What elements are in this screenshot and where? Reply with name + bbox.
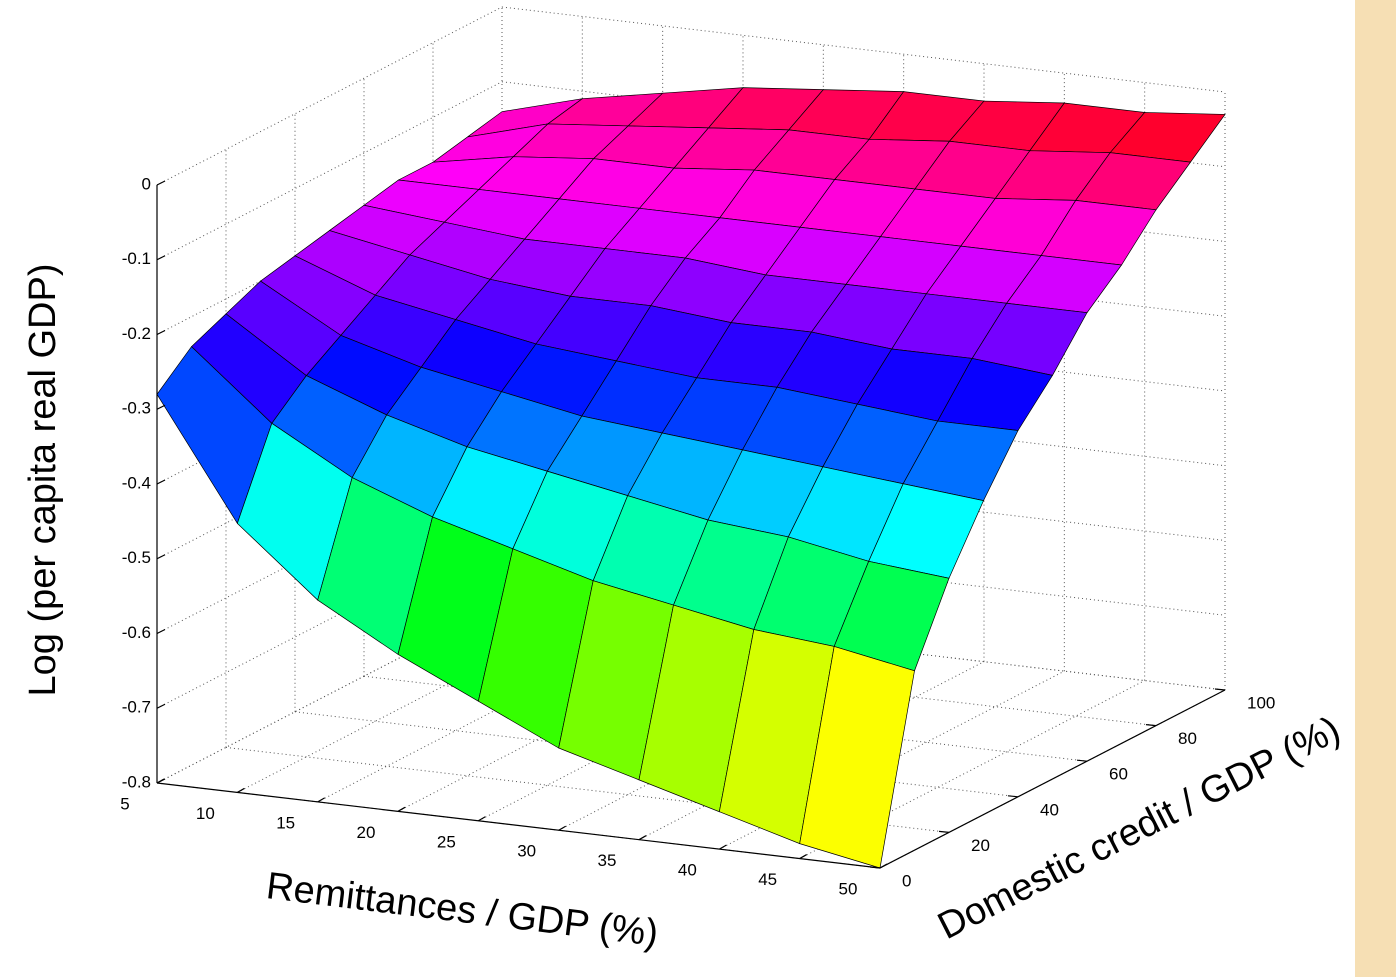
grid-line [156,6,503,186]
z-tick-label: -0.1 [122,249,151,268]
grid-line [317,623,663,803]
y-tick-label: 20 [971,836,990,855]
grid-line [156,604,503,784]
y-tick-label: 80 [1178,729,1197,748]
x-tick [719,844,727,850]
x-tick [879,863,888,869]
y-tick [1214,688,1226,691]
x-tick-label: 5 [120,794,129,813]
x-tick-label: 15 [276,813,295,832]
x-tick [237,787,245,793]
y-tick-label: 100 [1247,693,1275,712]
x-tick-label: 20 [357,823,376,842]
x-tick-label: 30 [517,842,536,861]
y-tick-label: 0 [902,871,911,890]
z-tick [156,628,166,635]
z-tick [156,180,166,186]
z-tick [156,479,166,485]
y-tick [938,830,950,833]
y-tick-label: 60 [1109,765,1128,784]
x-tick [799,854,807,860]
z-axis-label: Log (per capita real GDP) [22,264,64,697]
z-tick [156,255,166,261]
grid-line [478,642,824,822]
z-tick-label: -0.4 [122,473,151,492]
x-tick-label: 25 [437,832,456,851]
y-axis-label: Domestic credit / GDP (%) [931,709,1346,948]
z-tick-label: 0 [142,174,151,193]
x-tick [397,806,406,812]
axes-front: -0.8 -0.7 -0.6 -0.5 -0.4 -0.3 -0.2 -0.1 0 5 10 15 20… [120,174,1275,898]
grid-line [156,529,503,709]
z-tick-label: -0.2 [122,324,151,343]
grid-line [156,455,503,634]
x-tick [156,778,165,784]
z-tick-label: -0.5 [122,548,151,567]
x-axis [156,782,881,869]
x-tick [317,797,325,803]
background-strip [1355,0,1396,977]
x-tick [558,825,566,831]
x-axis-label: Remittances / GDP (%) [264,865,660,955]
x-tick-label: 10 [196,804,215,823]
y-tick-label: 40 [1040,800,1059,819]
y-tick [1076,759,1088,762]
x-tick [478,816,486,822]
y-tick [1007,795,1019,798]
x-tick-label: 50 [839,879,858,898]
grid-line [558,651,904,831]
grid-line [156,156,503,335]
z-tick-label: -0.3 [122,399,151,418]
z-tick-label: -0.6 [122,623,151,642]
grid-line [237,614,583,793]
y-axis [879,689,1226,869]
x-tick [638,835,647,841]
grid-line [501,6,1226,93]
surface [156,87,1226,869]
z-tick-label: -0.7 [122,698,151,717]
z-tick [156,404,166,410]
z-tick [156,329,166,336]
x-tick-label: 40 [678,861,697,880]
surface-cell [799,645,915,869]
y-tick [1145,724,1157,727]
z-tick [156,703,166,709]
grid-line [156,81,503,261]
grid-line [156,380,503,560]
grid-line [397,632,744,812]
x-tick-label: 35 [598,851,617,870]
y-tick [869,866,881,869]
z-tick-label: -0.8 [122,772,151,791]
grid-line [638,661,985,841]
z-tick [156,554,166,560]
x-tick-label: 45 [758,870,777,889]
